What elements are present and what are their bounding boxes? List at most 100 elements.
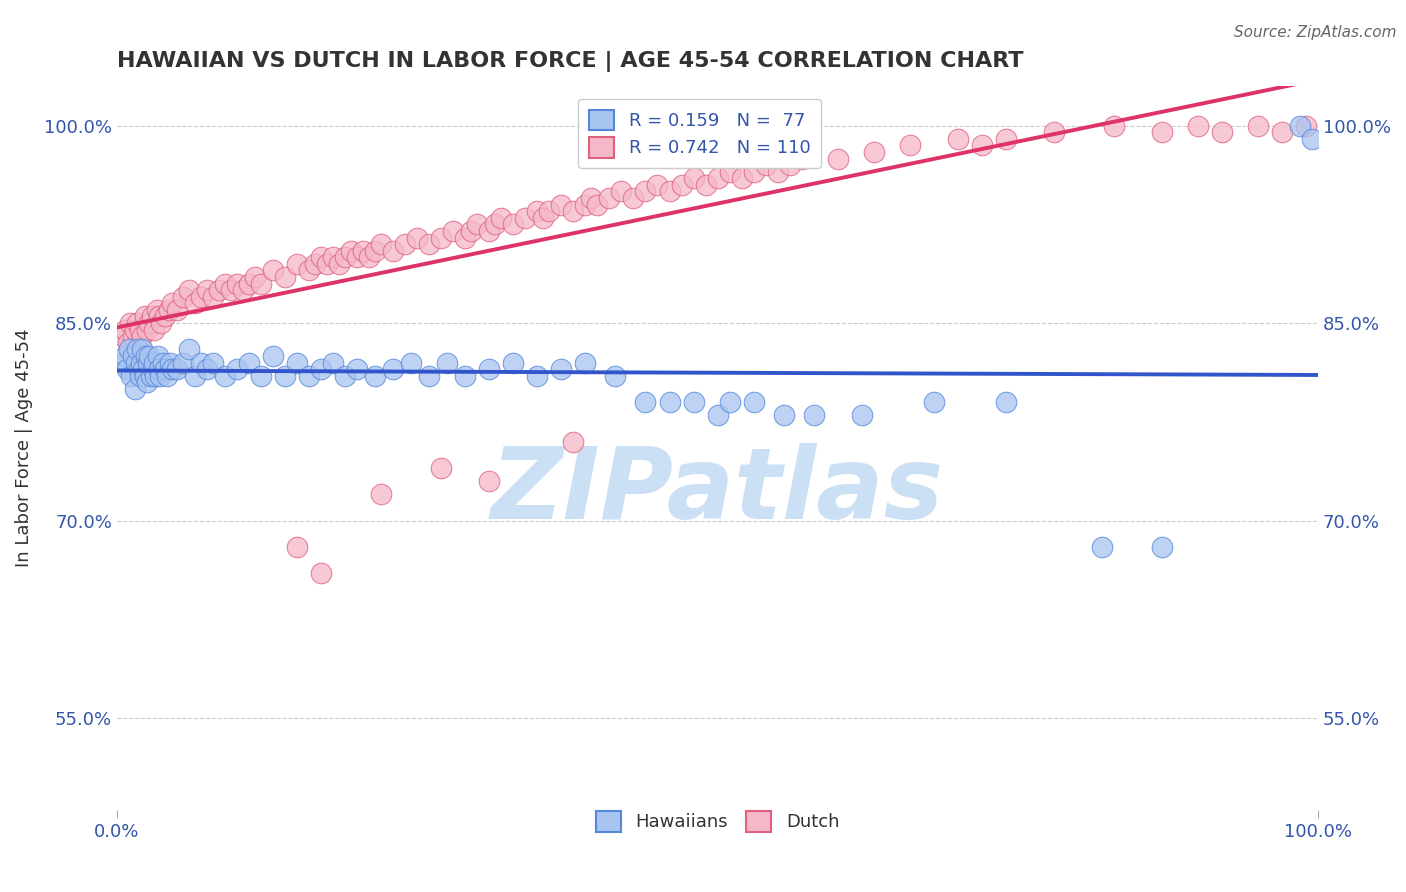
Point: [1043, 125, 1066, 139]
Point: [1150, 125, 1173, 139]
Point: [862, 145, 884, 159]
Point: [139, 368, 162, 383]
Point: [623, 191, 645, 205]
Point: [436, 355, 458, 369]
Point: [124, 323, 146, 337]
Point: [208, 283, 231, 297]
Point: [285, 355, 308, 369]
Point: [695, 178, 717, 192]
Point: [1211, 125, 1233, 139]
Point: [138, 316, 160, 330]
Point: [172, 290, 194, 304]
Point: [671, 178, 693, 192]
Point: [562, 204, 585, 219]
Point: [352, 244, 374, 258]
Point: [136, 376, 159, 390]
Point: [1289, 119, 1312, 133]
Point: [274, 368, 297, 383]
Point: [538, 204, 561, 219]
Point: [262, 349, 284, 363]
Point: [484, 218, 506, 232]
Point: [309, 566, 332, 581]
Point: [134, 368, 156, 383]
Point: [682, 395, 704, 409]
Point: [214, 277, 236, 291]
Point: [226, 362, 249, 376]
Point: [382, 362, 405, 376]
Point: [574, 197, 596, 211]
Point: [406, 230, 429, 244]
Point: [111, 355, 134, 369]
Point: [418, 368, 440, 383]
Point: [465, 218, 488, 232]
Point: [562, 434, 585, 449]
Point: [114, 323, 136, 337]
Point: [803, 408, 825, 422]
Point: [1187, 119, 1209, 133]
Point: [755, 158, 778, 172]
Point: [184, 296, 207, 310]
Text: Source: ZipAtlas.com: Source: ZipAtlas.com: [1233, 25, 1396, 40]
Point: [515, 211, 537, 225]
Point: [243, 270, 266, 285]
Point: [115, 362, 138, 376]
Point: [128, 362, 150, 376]
Point: [346, 362, 368, 376]
Point: [202, 290, 225, 304]
Point: [922, 395, 945, 409]
Point: [779, 158, 801, 172]
Point: [145, 302, 167, 317]
Text: ZIPatlas: ZIPatlas: [491, 443, 943, 540]
Point: [124, 382, 146, 396]
Point: [682, 171, 704, 186]
Point: [827, 152, 849, 166]
Point: [478, 474, 501, 488]
Point: [214, 368, 236, 383]
Point: [581, 191, 603, 205]
Point: [730, 171, 752, 186]
Text: HAWAIIAN VS DUTCH IN LABOR FORCE | AGE 45-54 CORRELATION CHART: HAWAIIAN VS DUTCH IN LABOR FORCE | AGE 4…: [117, 51, 1024, 71]
Point: [114, 349, 136, 363]
Point: [898, 138, 921, 153]
Point: [370, 487, 392, 501]
Point: [136, 323, 159, 337]
Point: [135, 349, 157, 363]
Point: [111, 329, 134, 343]
Point: [250, 277, 273, 291]
Point: [128, 323, 150, 337]
Point: [226, 277, 249, 291]
Point: [117, 335, 139, 350]
Point: [148, 310, 170, 324]
Point: [134, 310, 156, 324]
Point: [460, 224, 482, 238]
Point: [177, 343, 200, 357]
Point: [647, 178, 669, 192]
Point: [790, 152, 813, 166]
Point: [1295, 119, 1317, 133]
Point: [238, 277, 260, 291]
Point: [994, 395, 1017, 409]
Point: [574, 355, 596, 369]
Point: [502, 355, 524, 369]
Point: [120, 316, 142, 330]
Point: [125, 355, 148, 369]
Point: [156, 368, 179, 383]
Point: [1091, 540, 1114, 554]
Point: [148, 362, 170, 376]
Point: [364, 244, 387, 258]
Point: [970, 138, 993, 153]
Point: [298, 368, 321, 383]
Point: [430, 461, 453, 475]
Point: [309, 250, 332, 264]
Point: [127, 316, 149, 330]
Point: [718, 164, 741, 178]
Point: [172, 355, 194, 369]
Point: [478, 362, 501, 376]
Point: [531, 211, 554, 225]
Point: [610, 185, 633, 199]
Point: [526, 368, 548, 383]
Point: [454, 368, 477, 383]
Point: [121, 329, 143, 343]
Point: [550, 197, 572, 211]
Point: [166, 362, 188, 376]
